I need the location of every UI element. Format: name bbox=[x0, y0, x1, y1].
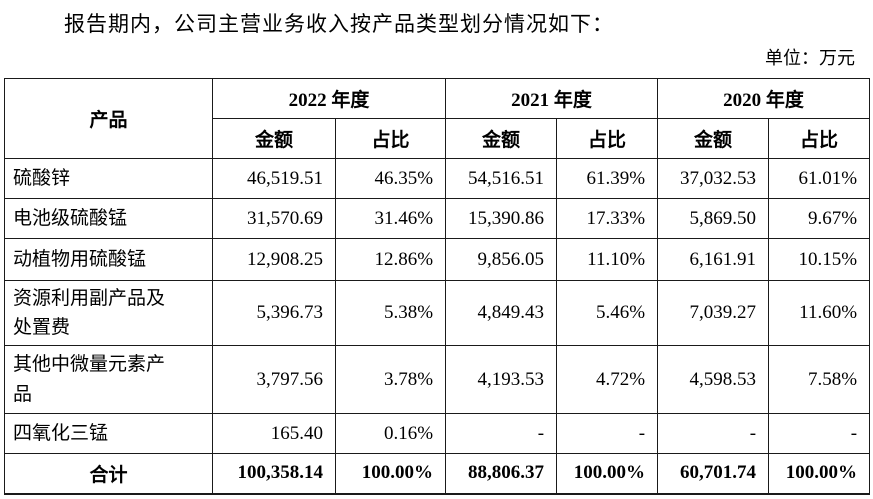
amount-cell-2022: 3,797.56 bbox=[212, 345, 336, 414]
share-cell-2021: 4.72% bbox=[556, 345, 659, 414]
table-row: 其他中微量元素产品 3,797.56 3.78% 4,193.53 4.72% … bbox=[4, 345, 871, 414]
amount-cell-2021: 9,856.05 bbox=[445, 238, 558, 281]
share-cell-2020: 11.60% bbox=[768, 280, 871, 346]
product-cell: 四氧化三锰 bbox=[4, 413, 213, 454]
share-cell-2022: 0.16% bbox=[334, 413, 447, 454]
amount-cell-2020: 37,032.53 bbox=[657, 158, 770, 199]
total-amount-2022: 100,358.14 bbox=[212, 453, 336, 494]
year-header-2022: 2022 年度 bbox=[211, 78, 447, 119]
table-row: 硫酸锌 46,519.51 46.35% 54,516.51 61.39% 37… bbox=[4, 158, 871, 199]
share-cell-2022: 46.35% bbox=[334, 158, 447, 199]
amount-cell-2020: 5,869.50 bbox=[657, 198, 770, 239]
product-cell: 硫酸锌 bbox=[4, 158, 213, 199]
share-cell-2020: 61.01% bbox=[768, 158, 871, 199]
share-cell-2021: - bbox=[556, 413, 659, 454]
amount-cell-2021: 15,390.86 bbox=[445, 198, 558, 239]
amount-header-2020: 金额 bbox=[657, 118, 770, 159]
amount-cell-2022: 165.40 bbox=[212, 413, 336, 454]
table-row: 四氧化三锰 165.40 0.16% - - - - bbox=[4, 413, 871, 454]
amount-cell-2020: 7,039.27 bbox=[657, 280, 770, 346]
total-share-2020: 100.00% bbox=[768, 453, 871, 494]
product-cell: 资源利用副产品及处置费 bbox=[4, 280, 213, 346]
unit-label: 单位：万元 bbox=[765, 48, 855, 68]
share-cell-2022: 12.86% bbox=[334, 238, 447, 281]
amount-cell-2022: 5,396.73 bbox=[212, 280, 336, 346]
share-cell-2021: 17.33% bbox=[556, 198, 659, 239]
table-row: 资源利用副产品及处置费 5,396.73 5.38% 4,849.43 5.46… bbox=[4, 280, 871, 346]
amount-header-2021: 金额 bbox=[445, 118, 558, 159]
amount-cell-2021: - bbox=[445, 413, 558, 454]
share-cell-2021: 5.46% bbox=[556, 280, 659, 346]
total-row: 合计 100,358.14 100.00% 88,806.37 100.00% … bbox=[4, 453, 871, 494]
product-cell: 电池级硫酸锰 bbox=[4, 198, 213, 239]
total-share-2022: 100.00% bbox=[334, 453, 447, 494]
amount-cell-2022: 46,519.51 bbox=[212, 158, 336, 199]
total-amount-2021: 88,806.37 bbox=[445, 453, 558, 494]
product-column-header: 产品 bbox=[4, 78, 213, 159]
year-header-2020: 2020 年度 bbox=[657, 78, 871, 119]
share-cell-2022: 31.46% bbox=[334, 198, 447, 239]
share-cell-2022: 3.78% bbox=[334, 345, 447, 414]
amount-cell-2022: 12,908.25 bbox=[212, 238, 336, 281]
share-cell-2020: 10.15% bbox=[768, 238, 871, 281]
share-header-2021: 占比 bbox=[556, 118, 659, 159]
amount-cell-2021: 4,193.53 bbox=[445, 345, 558, 414]
total-label-cell: 合计 bbox=[4, 453, 213, 494]
amount-cell-2022: 31,570.69 bbox=[212, 198, 336, 239]
table-row: 动植物用硫酸锰 12,908.25 12.86% 9,856.05 11.10%… bbox=[4, 238, 871, 281]
share-cell-2022: 5.38% bbox=[334, 280, 447, 346]
share-cell-2021: 11.10% bbox=[556, 238, 659, 281]
share-cell-2020: - bbox=[768, 413, 871, 454]
page-title: 报告期内，公司主营业务收入按产品类型划分情况如下： bbox=[64, 12, 614, 36]
share-cell-2020: 9.67% bbox=[768, 198, 871, 239]
year-header-2021: 2021 年度 bbox=[445, 78, 659, 119]
amount-cell-2021: 54,516.51 bbox=[445, 158, 558, 199]
share-cell-2021: 61.39% bbox=[556, 158, 659, 199]
share-cell-2020: 7.58% bbox=[768, 345, 871, 414]
revenue-by-product-table: 产品 2022 年度 2021 年度 2020 年度 金额 占比 金额 占比 金… bbox=[4, 78, 871, 495]
amount-header-2022: 金额 bbox=[212, 118, 336, 159]
share-header-2020: 占比 bbox=[768, 118, 871, 159]
header-row-years: 产品 2022 年度 2021 年度 2020 年度 bbox=[4, 78, 871, 159]
table-row: 电池级硫酸锰 31,570.69 31.46% 15,390.86 17.33%… bbox=[4, 198, 871, 239]
header-row-metrics: 金额 占比 金额 占比 金额 占比 bbox=[5, 118, 871, 159]
amount-cell-2020: - bbox=[657, 413, 770, 454]
amount-cell-2021: 4,849.43 bbox=[445, 280, 558, 346]
share-header-2022: 占比 bbox=[334, 118, 447, 159]
total-share-2021: 100.00% bbox=[556, 453, 659, 494]
product-cell: 动植物用硫酸锰 bbox=[4, 238, 213, 281]
total-amount-2020: 60,701.74 bbox=[657, 453, 770, 494]
amount-cell-2020: 6,161.91 bbox=[657, 238, 770, 281]
amount-cell-2020: 4,598.53 bbox=[657, 345, 770, 414]
product-cell: 其他中微量元素产品 bbox=[4, 345, 213, 414]
